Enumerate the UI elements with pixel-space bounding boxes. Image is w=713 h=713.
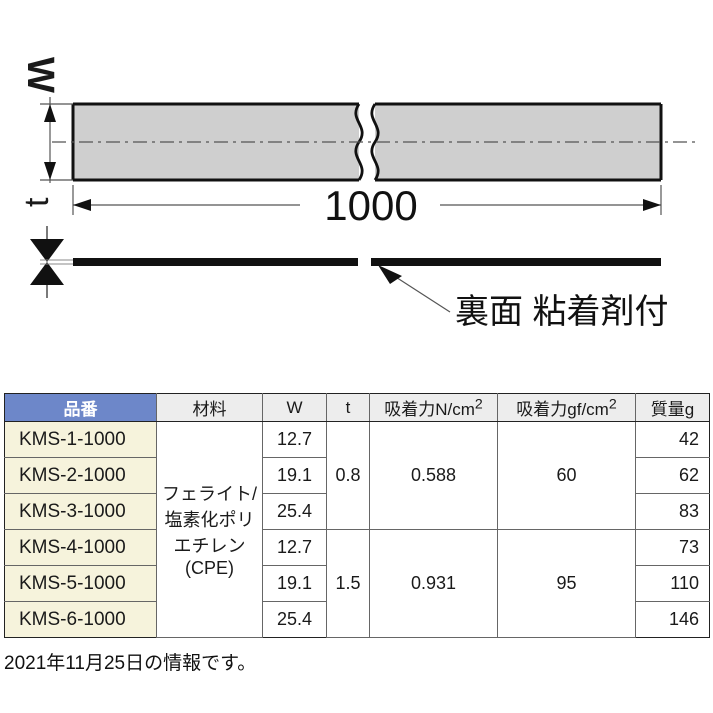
- svg-text:裏面 粘着剤付: 裏面 粘着剤付: [455, 293, 668, 331]
- svg-text:t: t: [18, 197, 56, 207]
- svg-text:1000: 1000: [324, 182, 417, 229]
- svg-text:W: W: [19, 57, 61, 93]
